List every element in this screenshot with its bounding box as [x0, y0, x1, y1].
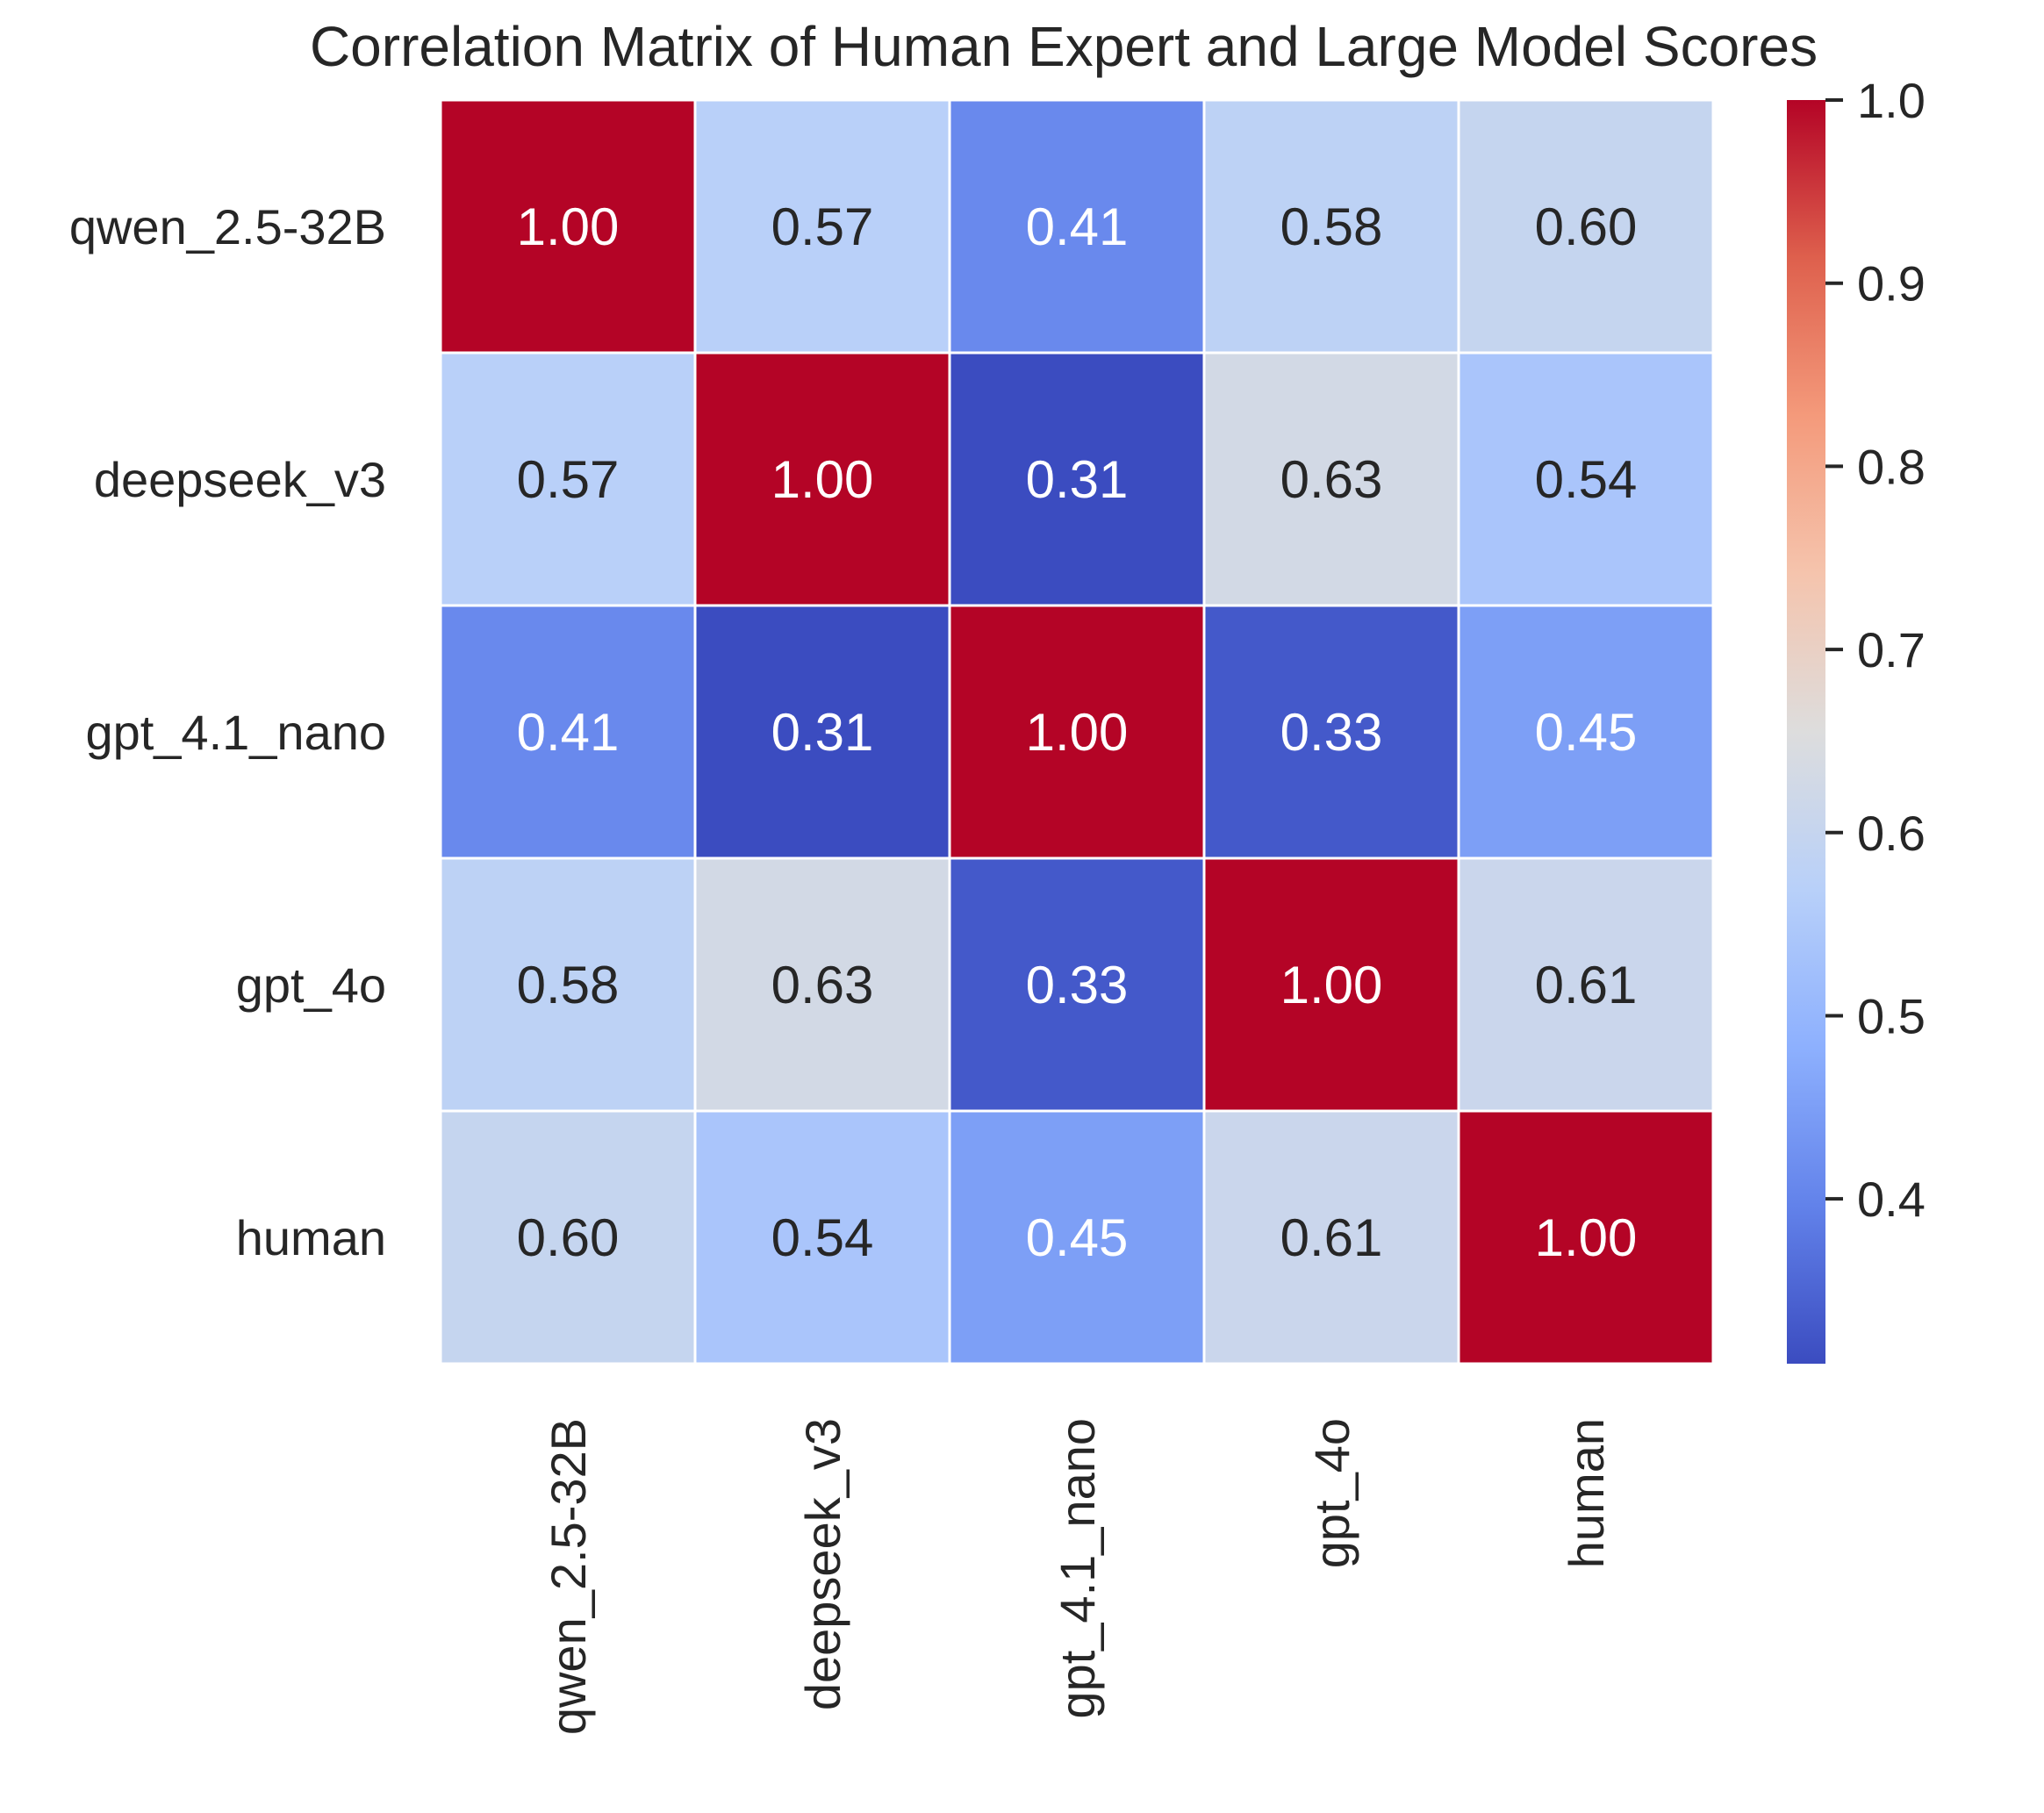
row-labels: qwen_2.5-32B deepseek_v3 gpt_4.1_nano gpt_4…: [69, 199, 386, 1265]
cell-value-label: 1.00: [1026, 703, 1129, 762]
heatmap-cell: [439, 856, 697, 1113]
chart-title: Correlation Matrix of Human Expert and L…: [310, 15, 1818, 78]
colorbar-tick-label: 0.9: [1857, 256, 1926, 312]
cell-value-label: 0.60: [517, 1208, 620, 1267]
cell-value-label: 0.60: [1535, 197, 1638, 256]
heatmap-cells: 1.00 0.57 0.41 0.58 0.60 0.57 1.00 0.31 0.63 0.54…: [439, 98, 1715, 1365]
heatmap-cell: [1457, 604, 1715, 860]
heatmap-cell: [948, 604, 1206, 860]
colorbar-tick-label: 0.7: [1857, 622, 1926, 677]
cell-value-label: 0.61: [1280, 1208, 1383, 1267]
heatmap-cell: [1457, 1109, 1715, 1365]
cell-value-label: 0.54: [1535, 450, 1638, 509]
cell-value-label: 0.41: [517, 703, 620, 762]
heatmap-cell: [693, 98, 951, 355]
colorbar-tick-label: 0.5: [1857, 988, 1926, 1043]
heatmap-cell: [1202, 98, 1460, 355]
heatmap-cell: [948, 856, 1206, 1113]
colorbar-gradient: [1787, 100, 1825, 1364]
colorbar-tick-label: 0.8: [1857, 439, 1926, 494]
x-tick-label: human: [1559, 1418, 1614, 1568]
colorbar-tick-label: 0.4: [1857, 1172, 1926, 1227]
cell-value-label: 0.58: [517, 956, 620, 1014]
colorbar: 0.4 0.5 0.6 0.7 0.8 0.9 1.0: [1787, 73, 1926, 1364]
colorbar-tick-label: 0.6: [1857, 806, 1926, 861]
heatmap-cell: [1202, 856, 1460, 1113]
heatmap-cell: [693, 351, 951, 607]
cell-value-label: 0.45: [1535, 703, 1638, 762]
y-tick-label: human: [236, 1210, 386, 1265]
cell-value-label: 0.63: [771, 956, 874, 1014]
heatmap-cell: [1202, 351, 1460, 607]
cell-value-label: 0.61: [1535, 956, 1638, 1014]
cell-value-label: 1.00: [1280, 956, 1383, 1014]
heatmap-cell: [948, 1109, 1206, 1365]
cell-value-label: 1.00: [771, 450, 874, 509]
heatmap-cell: [693, 1109, 951, 1365]
cell-value-label: 0.33: [1026, 956, 1129, 1014]
heatmap-cell: [439, 1109, 697, 1365]
heatmap-cell: [1457, 856, 1715, 1113]
heatmap-cell: [693, 604, 951, 860]
heatmap-cell: [693, 856, 951, 1113]
heatmap-cell: [948, 351, 1206, 607]
cell-value-label: 0.58: [1280, 197, 1383, 256]
x-tick-label: gpt_4o: [1304, 1418, 1359, 1568]
cell-value-label: 0.41: [1026, 197, 1129, 256]
cell-value-label: 0.45: [1026, 1208, 1129, 1267]
heatmap-cell: [1457, 351, 1715, 607]
heatmap-cell: [1202, 604, 1460, 860]
cell-value-label: 0.57: [517, 450, 620, 509]
cell-value-label: 0.54: [771, 1208, 874, 1267]
cell-value-label: 1.00: [1535, 1208, 1638, 1267]
cell-value-label: 0.57: [771, 197, 874, 256]
y-tick-label: deepseek_v3: [94, 452, 386, 507]
heatmap-cell: [439, 98, 697, 355]
x-tick-label: qwen_2.5-32B: [541, 1418, 596, 1735]
y-tick-label: gpt_4.1_nano: [85, 705, 386, 760]
cell-value-label: 1.00: [517, 197, 620, 256]
cell-value-label: 0.33: [1280, 703, 1383, 762]
col-labels: qwen_2.5-32B deepseek_v3 gpt_4.1_nano gpt_4…: [541, 1418, 1614, 1735]
x-tick-label: gpt_4.1_nano: [1050, 1418, 1105, 1719]
cell-value-label: 0.63: [1280, 450, 1383, 509]
y-tick-label: gpt_4o: [236, 957, 386, 1013]
y-tick-label: qwen_2.5-32B: [69, 199, 386, 254]
cell-value-label: 0.31: [1026, 450, 1129, 509]
cell-value-label: 0.31: [771, 703, 874, 762]
colorbar-tick-label: 1.0: [1857, 73, 1926, 128]
heatmap-cell: [1202, 1109, 1460, 1365]
heatmap-cell: [948, 98, 1206, 355]
x-tick-label: deepseek_v3: [795, 1418, 850, 1710]
